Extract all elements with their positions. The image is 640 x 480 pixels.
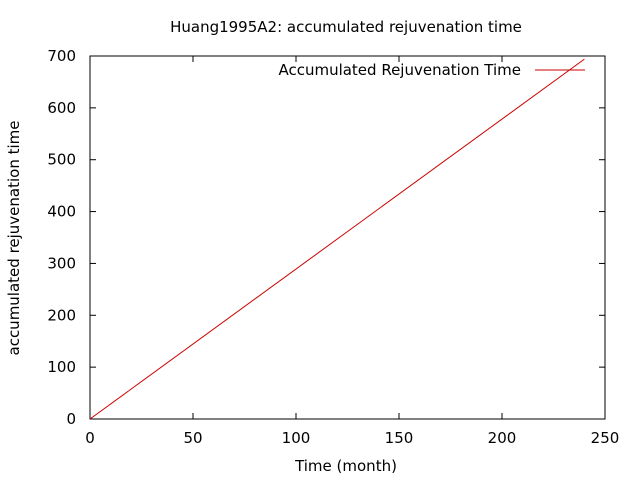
- y-tick-label: 500: [47, 151, 76, 169]
- x-tick-label: 50: [183, 429, 202, 447]
- plot-frame: [89, 55, 606, 420]
- x-tick-label: 250: [591, 429, 620, 447]
- y-tick-label: 400: [47, 203, 76, 221]
- x-tick-label: 150: [385, 429, 414, 447]
- y-tick-label: 200: [47, 306, 76, 324]
- series-line-accumulated-rejuvenation-time: [89, 58, 585, 420]
- x-tick-label: 100: [282, 429, 311, 447]
- legend: Accumulated Rejuvenation Time: [278, 61, 585, 79]
- x-tick-group: 0 50 100 150 200 250: [85, 56, 619, 447]
- x-tick-label: 200: [488, 429, 517, 447]
- y-tick-label: 300: [47, 254, 76, 272]
- y-tick-label: 0: [66, 410, 76, 428]
- y-tick-label: 100: [47, 358, 76, 376]
- y-tick-label: 700: [47, 47, 76, 65]
- y-tick-label: 600: [47, 99, 76, 117]
- y-tick-group: 0 100 200 300 400 500 600 700: [47, 47, 605, 428]
- series-layer: [89, 58, 585, 420]
- y-axis-label: accumulated rejuvenation time: [5, 120, 23, 355]
- legend-label: Accumulated Rejuvenation Time: [278, 61, 521, 79]
- x-tick-label: 0: [85, 429, 95, 447]
- chart-title: Huang1995A2: accumulated rejuvenation ti…: [170, 18, 522, 36]
- x-axis-label: Time (month): [294, 457, 397, 475]
